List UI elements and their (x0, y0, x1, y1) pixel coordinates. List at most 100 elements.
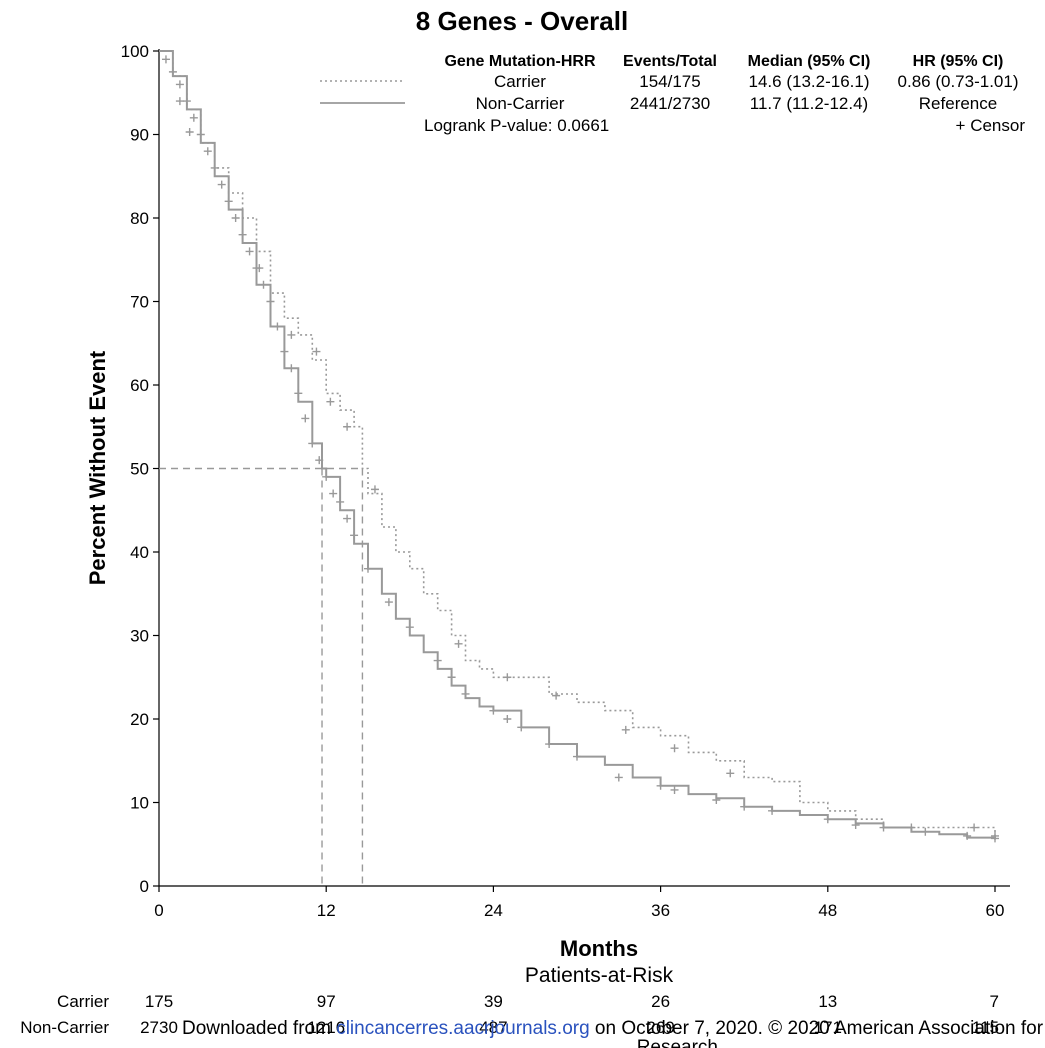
plot-area: 0 10 20 30 40 50 60 70 80 90 100 0 12 24 36 48 60 (121, 42, 1010, 920)
censor-mark (963, 831, 972, 840)
censor-mark (503, 673, 512, 682)
censor-mark (712, 795, 721, 804)
at-risk-count: 175 (145, 992, 173, 1011)
censor-mark (238, 230, 247, 239)
y-tick-label: 60 (130, 376, 149, 395)
x-tick-label: 48 (818, 901, 837, 920)
censor-mark (573, 752, 581, 761)
censor-mark (294, 389, 303, 398)
legend: Gene Mutation-HRR Events/Total Median (95%… (320, 53, 1025, 135)
legend-events-total: 2441/2730 (630, 94, 710, 113)
at-risk-row-label: Carrier (57, 992, 109, 1011)
censor-mark (224, 197, 233, 206)
censor-legend: + Censor (956, 116, 1026, 135)
footer-link[interactable]: clincancerres.aacrjournals.org (336, 1018, 589, 1039)
censor-mark (350, 531, 359, 540)
censor-mark (614, 773, 623, 782)
x-axis-label: Months (560, 936, 638, 961)
censor-mark (921, 827, 930, 836)
censor-mark (312, 347, 321, 356)
at-risk-count: 269 (646, 1018, 674, 1037)
censor-mark (823, 815, 832, 824)
chart-title: 8 Genes - Overall (416, 6, 628, 36)
censor-mark (322, 472, 331, 481)
at-risk-count: 487 (479, 1018, 507, 1037)
censor-mark (851, 821, 860, 830)
legend-hr: Reference (919, 94, 997, 113)
y-tick-label: 20 (130, 710, 149, 729)
censor-mark (726, 769, 735, 778)
at-risk-count: 7 (990, 992, 999, 1011)
footer-line-1: Downloaded from clincancerres.aacrjourna… (182, 1018, 1045, 1039)
censor-mark (217, 180, 226, 189)
censor-mark (454, 639, 463, 648)
censor-mark (175, 80, 184, 89)
legend-median: 11.7 (11.2-12.4) (750, 94, 868, 113)
censor-mark (768, 806, 777, 815)
y-tick-label: 10 (130, 794, 149, 813)
censor-mark (336, 497, 345, 506)
censor-mark (370, 485, 379, 494)
censor-mark (175, 97, 184, 106)
at-risk-count: 171 (814, 1018, 842, 1037)
censor-mark (231, 214, 240, 222)
x-tick-label: 0 (154, 901, 163, 920)
y-axis-label: Percent Without Event (85, 350, 110, 585)
censor-mark (343, 514, 352, 523)
censor-mark (252, 264, 261, 273)
censor-mark (364, 564, 372, 573)
at-risk-count: 1216 (307, 1018, 345, 1037)
censor-mark (308, 439, 317, 448)
y-tick-label: 90 (130, 126, 149, 145)
censor-mark (503, 715, 512, 723)
censor-mark (326, 397, 335, 406)
censor-mark (670, 744, 679, 753)
censor-mark (315, 456, 324, 465)
at-risk-title: Patients-at-Risk (525, 964, 674, 987)
y-tick-label: 0 (140, 877, 149, 896)
at-risk-count: 26 (651, 992, 670, 1011)
legend-series-name: Carrier (494, 72, 546, 91)
censor-mark (245, 247, 254, 256)
series-line-non-carrier (159, 50, 996, 840)
censor-mark (461, 689, 470, 698)
censor-mark (203, 147, 212, 156)
at-risk-count: 13 (818, 992, 837, 1011)
censor-mark (301, 414, 310, 423)
at-risk-count: 2730 (140, 1018, 178, 1037)
download-footer: Downloaded from clincancerres.aacrjourna… (182, 1018, 1045, 1048)
patients-at-risk-table: Patients-at-Risk Carrier 175 97 39 26 13 7 Non-C… (20, 964, 999, 1037)
legend-series-name: Non-Carrier (476, 94, 565, 113)
legend-hr: 0.86 (0.73-1.01) (898, 72, 1019, 91)
censor-mark (189, 113, 198, 122)
censor-mark (656, 781, 665, 790)
x-tick-label: 12 (317, 901, 336, 920)
legend-header: Median (95% CI) (748, 53, 871, 70)
x-tick-label: 24 (484, 901, 503, 920)
at-risk-count: 97 (317, 992, 336, 1011)
censor-mark (266, 297, 275, 306)
censor-mark (287, 330, 296, 339)
censor-mark (970, 823, 979, 832)
at-risk-count: 39 (484, 992, 503, 1011)
censor-mark (182, 97, 191, 106)
legend-header: HR (95% CI) (913, 53, 1004, 70)
legend-header: Events/Total (623, 53, 717, 70)
censor-mark (670, 785, 679, 794)
censor-mark (259, 280, 268, 289)
censor-mark (196, 130, 205, 139)
logrank-p-value: Logrank P-value: 0.0661 (424, 116, 609, 135)
censor-mark (185, 127, 194, 136)
censor-mark (161, 55, 170, 64)
censor-mark (384, 598, 393, 607)
censor-mark (273, 322, 282, 331)
censor-mark (621, 725, 630, 734)
y-tick-label: 30 (130, 627, 149, 646)
censor-mark (329, 489, 338, 498)
footer-line-2: Research. (637, 1037, 724, 1048)
censor-mark (343, 422, 352, 431)
censor-mark (517, 723, 526, 732)
y-tick-label: 80 (130, 209, 149, 228)
x-tick-label: 36 (651, 901, 670, 920)
